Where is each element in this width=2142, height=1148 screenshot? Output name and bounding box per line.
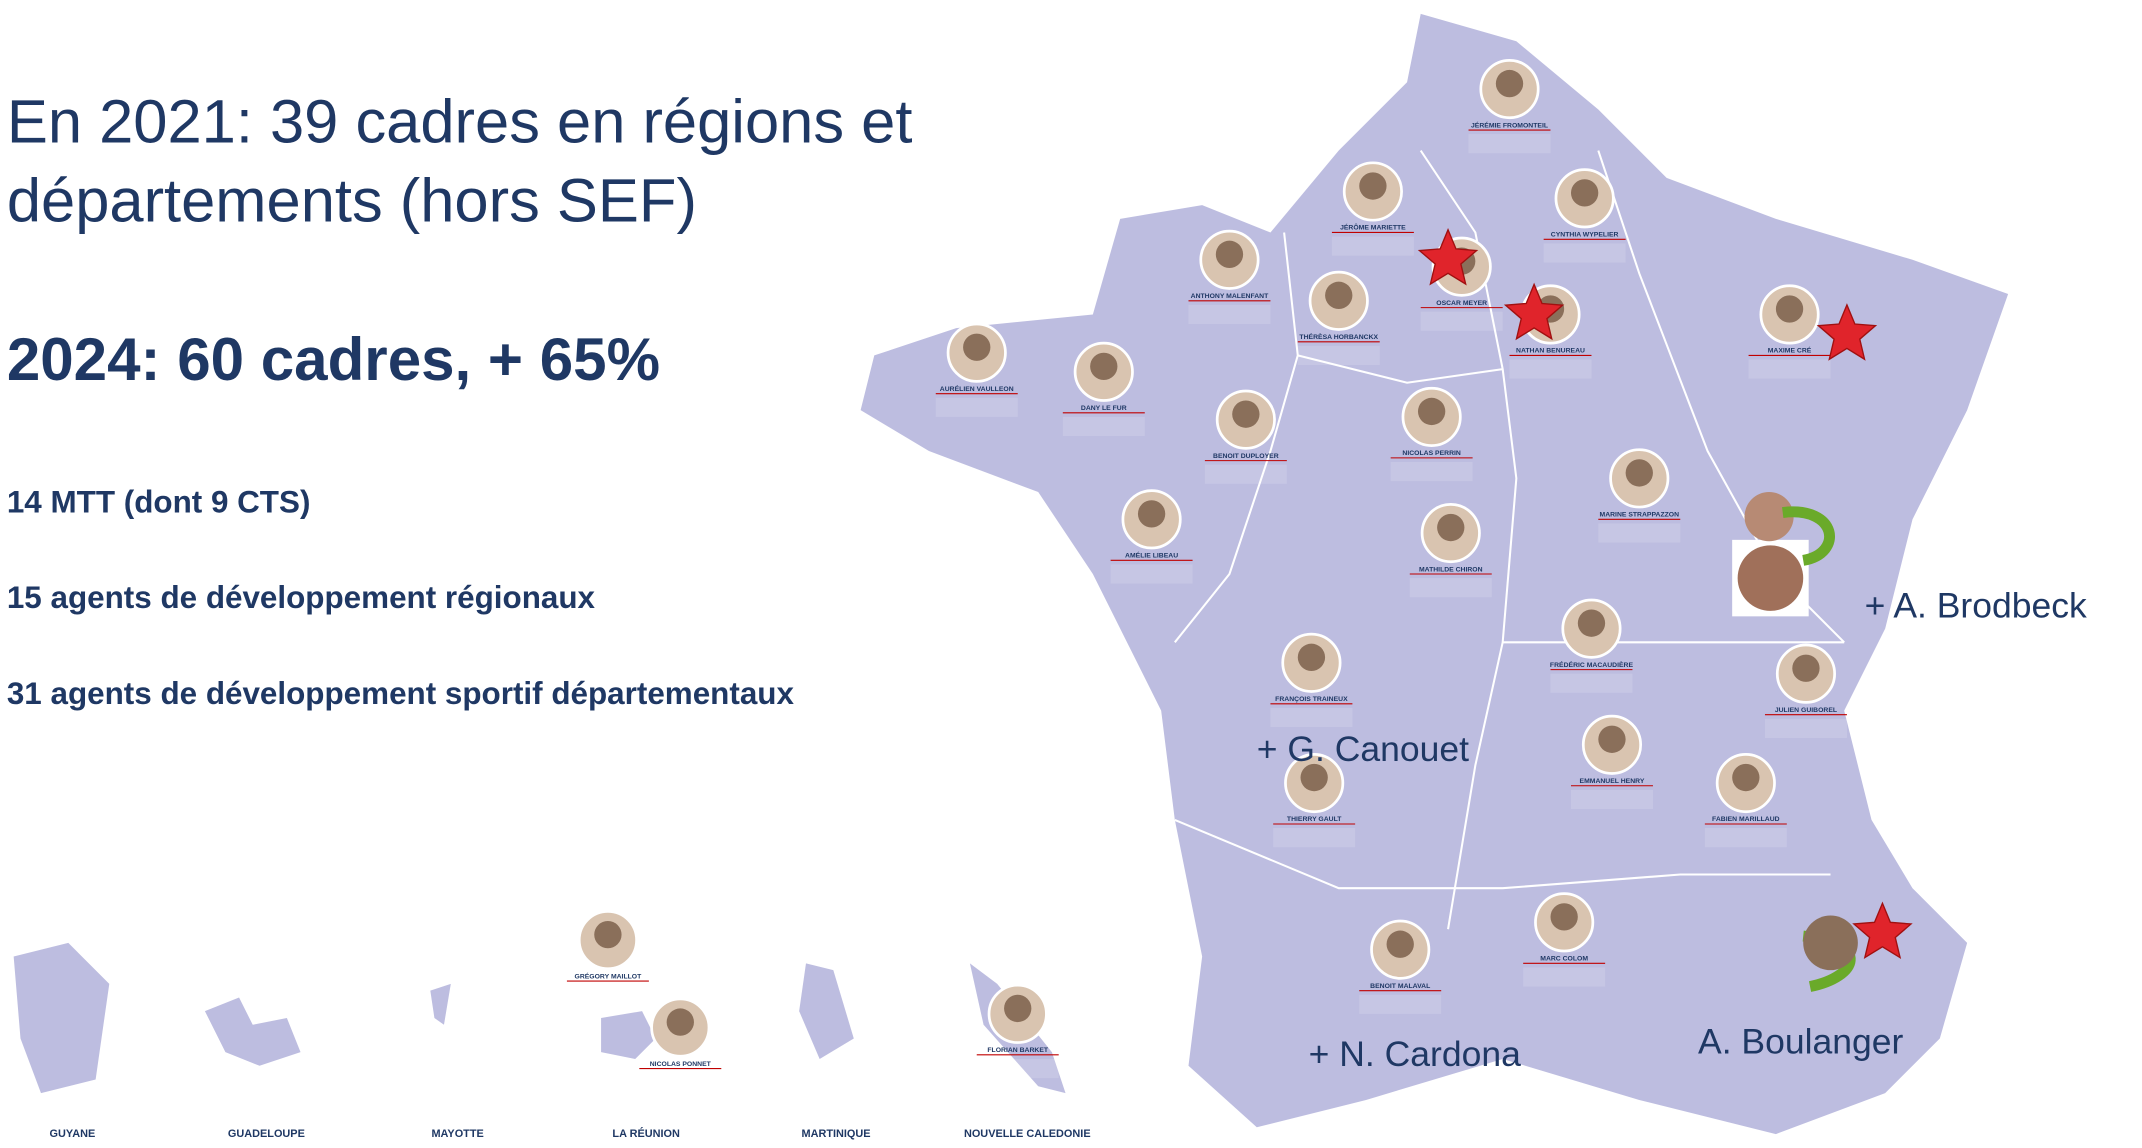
person-name: BENOIT MALAVAL — [1370, 983, 1430, 990]
person-name: MARINE STRAPPAZZON — [1600, 512, 1680, 519]
person-name: NATHAN BENUREAU — [1516, 348, 1585, 355]
person-name: MAXIME CRÉ — [1768, 346, 1812, 355]
person-name: THIERRY GAULT — [1287, 816, 1342, 823]
person-details — [936, 398, 1018, 417]
person-details — [1550, 674, 1632, 693]
stat: 15 agents de développement régionaux — [7, 580, 596, 615]
person-details — [1705, 828, 1787, 847]
avatar-head — [1004, 995, 1031, 1022]
person-name: OSCAR MEYER — [1436, 300, 1487, 307]
territory-label: MAYOTTE — [431, 1128, 483, 1140]
person-details — [1421, 312, 1503, 331]
avatar-head — [1387, 931, 1414, 958]
person-name: DANY LE FUR — [1081, 405, 1127, 412]
avatar-head — [1550, 903, 1577, 930]
territory-label: GUYANE — [50, 1128, 96, 1140]
person-details — [1273, 828, 1355, 847]
person-details — [1111, 564, 1193, 583]
person-details — [639, 1073, 721, 1092]
person-name: JÉRÔME MARIETTE — [1340, 223, 1406, 232]
person-details — [1359, 995, 1441, 1014]
page: En 2021: 39 cadres en régions et départe… — [0, 0, 2142, 1148]
person-details — [1469, 134, 1551, 153]
person-details — [1205, 465, 1287, 484]
annotation: + G. Canouet — [1257, 729, 1469, 769]
person-name: NICOLAS PONNET — [650, 1061, 712, 1068]
avatar-head — [1232, 401, 1259, 428]
title-line: départements (hors SEF) — [7, 167, 697, 236]
avatar-head — [963, 334, 990, 361]
avatar-head — [1571, 179, 1598, 206]
annotation: + A. Brodbeck — [1865, 586, 2087, 626]
title-line: En 2021: 39 cadres en régions et — [7, 87, 913, 156]
person-details — [1544, 243, 1626, 262]
person-name: BENOIT DUPLOYER — [1213, 453, 1279, 460]
avatar-head — [1598, 726, 1625, 753]
stat: 14 MTT (dont 9 CTS) — [7, 485, 311, 520]
avatar-head — [1626, 459, 1653, 486]
person-details — [1510, 360, 1592, 379]
person-name: NICOLAS PERRIN — [1402, 450, 1460, 457]
person-name: AMÉLIE LIBEAU — [1125, 551, 1178, 560]
person-details — [1298, 346, 1380, 365]
avatar-head — [1418, 398, 1445, 425]
avatar-head — [1090, 353, 1117, 380]
annotation: + N. Cardona — [1309, 1034, 1521, 1074]
person-details — [1063, 417, 1145, 436]
avatar-head — [1216, 241, 1243, 268]
person-details — [1765, 719, 1847, 738]
person-details — [1391, 462, 1473, 481]
avatar-head — [1325, 282, 1352, 309]
avatar-head — [1359, 172, 1386, 199]
person-details — [1523, 967, 1605, 986]
person-details — [1598, 523, 1680, 542]
territory-label: MARTINIQUE — [801, 1128, 870, 1140]
person-details — [1188, 305, 1270, 324]
person-name: FRÉDÉRIC MACAUDIÈRE — [1550, 660, 1634, 669]
person-details — [1410, 578, 1492, 597]
territory-label: GUADELOUPE — [228, 1128, 305, 1140]
person-name: JULIEN GUIBOREL — [1775, 707, 1837, 714]
person-name: EMMANUEL HENRY — [1580, 778, 1645, 785]
person-details — [1270, 708, 1352, 727]
person-name: JÉRÉMIE FROMONTEIL — [1471, 120, 1548, 129]
avatar-head — [1298, 644, 1325, 671]
person-details — [1571, 790, 1653, 809]
avatar-head — [1776, 295, 1803, 322]
person-details — [1749, 360, 1831, 379]
person-name: THÉRÈSA HORBANCKX — [1299, 332, 1378, 341]
avatar — [1738, 545, 1804, 611]
person-details — [567, 985, 649, 1004]
person-name: GRÉGORY MAILLOT — [575, 971, 643, 980]
annotation: A. Boulanger — [1698, 1021, 1903, 1061]
person-name: FRANÇOIS TRAINEUX — [1275, 696, 1348, 703]
avatar-head — [1437, 514, 1464, 541]
slide: En 2021: 39 cadres en régions et départe… — [0, 0, 2142, 1148]
territory-label: LA RÉUNION — [612, 1127, 680, 1140]
avatar-head — [1792, 655, 1819, 682]
person-details — [1332, 237, 1414, 256]
avatar-head — [667, 1008, 694, 1035]
person-name: ANTHONY MALENFANT — [1191, 293, 1269, 300]
territory-label: NOUVELLE CALEDONIE — [964, 1128, 1091, 1140]
headline: 2024: 60 cadres, + 65% — [7, 326, 660, 393]
avatar-head — [1138, 500, 1165, 527]
person-name: FABIEN MARILLAUD — [1712, 816, 1780, 823]
avatar-head — [1732, 764, 1759, 791]
avatar — [1803, 916, 1858, 971]
avatar-head — [594, 921, 621, 948]
stat: 31 agents de développement sportif dépar… — [7, 676, 795, 711]
person-name: CYNTHIA WYPELIER — [1551, 232, 1619, 239]
person-name: MARC COLOM — [1540, 956, 1588, 963]
avatar-head — [1496, 70, 1523, 97]
overseas-territories — [14, 943, 1066, 1093]
person-details — [977, 1059, 1059, 1078]
person-name: MATHILDE CHIRON — [1419, 566, 1483, 573]
person-name: FLORIAN BARKET — [987, 1047, 1049, 1054]
person-name: AURÉLIEN VAULLEON — [940, 384, 1014, 393]
avatar-head — [1578, 610, 1605, 637]
